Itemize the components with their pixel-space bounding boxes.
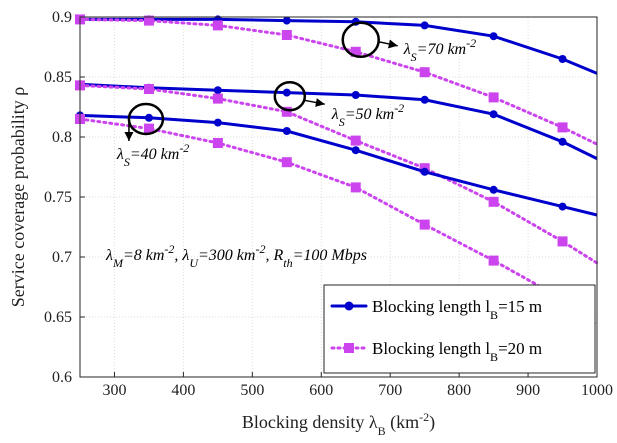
x-tick-label: 900: [516, 382, 540, 399]
data-point: [350, 135, 361, 146]
y-tick-label: 0.9: [52, 9, 72, 26]
data-point: [350, 182, 361, 193]
series-layer: [75, 14, 599, 327]
data-point: [143, 84, 154, 94]
data-point: [282, 16, 291, 25]
annotation-lambda-s-40: λS=40 km-2: [116, 141, 189, 169]
data-point: [557, 236, 568, 247]
data-point: [351, 91, 360, 99]
data-point: [350, 46, 361, 57]
data-point: [213, 118, 222, 127]
y-tick-label: 0.8: [52, 129, 72, 146]
data-point: [351, 146, 360, 155]
legend-item: Blocking length lB=20 m: [330, 339, 542, 364]
data-point: [489, 32, 498, 41]
annotations: λS=70 km-2 λS=50 km-2 λS=40 km-2 λM=8 km-2,…: [105, 21, 476, 270]
x-tick-label: 500: [240, 382, 264, 399]
x-tick-label: 800: [447, 382, 471, 399]
series-line: [76, 111, 598, 217]
data-point: [212, 93, 223, 104]
data-point: [558, 202, 567, 211]
data-point: [488, 255, 499, 266]
y-tick-label: 0.6: [52, 369, 72, 386]
legend-box: [323, 284, 596, 374]
legend-item: Blocking length lB=15 m: [330, 297, 542, 322]
parameter-annotation: λM=8 km-2, λU=300 km-2, Rth=100 Mbps: [105, 242, 367, 270]
data-point: [419, 67, 430, 78]
data-point: [213, 86, 222, 95]
data-point: [489, 110, 498, 119]
annotation-arrow: [303, 98, 325, 107]
data-point: [282, 88, 291, 97]
annotation-lambda-s-50: λS=50 km-2: [331, 101, 404, 129]
data-point: [558, 137, 567, 146]
data-point: [282, 127, 291, 135]
legend-label: Blocking length lB=20 m: [372, 339, 542, 364]
series-line: [76, 15, 598, 75]
data-point: [557, 122, 568, 133]
legend-marker: [344, 301, 354, 311]
series-line: [75, 14, 599, 146]
data-point: [420, 21, 429, 30]
data-point: [558, 55, 567, 63]
y-axis-label: Service coverage probability ρ: [8, 87, 28, 307]
data-point: [144, 113, 153, 122]
x-tick-label: 1000: [581, 382, 613, 399]
data-point: [212, 138, 223, 148]
highlight-ellipse: [127, 102, 165, 136]
data-point: [281, 157, 292, 168]
y-tick-label: 0.75: [44, 189, 72, 206]
data-point: [488, 196, 499, 207]
data-point: [488, 92, 499, 103]
axis-labels: Blocking density λB (km-2) Service covera…: [8, 87, 435, 438]
x-tick-label: 400: [171, 382, 195, 399]
data-point: [420, 95, 429, 104]
legend-marker: [344, 343, 354, 353]
data-point: [420, 167, 429, 176]
data-point: [143, 15, 154, 26]
x-axis-label: Blocking density λB (km-2): [242, 410, 435, 438]
highlight-ellipse: [341, 21, 380, 59]
data-point: [281, 30, 292, 40]
data-point: [489, 185, 498, 194]
x-tick-label: 300: [102, 382, 126, 399]
data-point: [143, 123, 154, 134]
y-tick-label: 0.7: [52, 249, 72, 266]
y-tick-label: 0.65: [44, 309, 72, 326]
highlight-ellipse: [273, 80, 307, 112]
y-tick-label: 0.85: [44, 69, 72, 86]
annotation-lambda-s-70: λS=70 km-2: [403, 36, 476, 64]
data-point: [212, 20, 223, 31]
data-point: [419, 219, 430, 230]
axis-ticks: 300 400 500 600 700 800 900 1000 0.6 0.65 0.7 0.75 0…: [44, 9, 613, 399]
legend: Blocking length lB=15 m Blocking length l…: [323, 284, 596, 374]
data-point: [281, 106, 292, 117]
annotation-arrow: [378, 39, 398, 49]
x-tick-label: 600: [309, 382, 333, 399]
x-tick-label: 700: [378, 382, 402, 399]
legend-label: Blocking length lB=15 m: [372, 297, 542, 322]
